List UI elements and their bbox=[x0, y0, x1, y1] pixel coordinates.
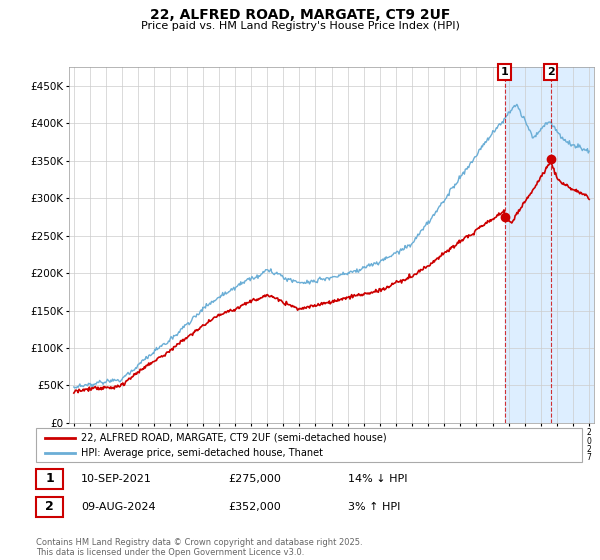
Text: Contains HM Land Registry data © Crown copyright and database right 2025.
This d: Contains HM Land Registry data © Crown c… bbox=[36, 538, 362, 557]
Text: HPI: Average price, semi-detached house, Thanet: HPI: Average price, semi-detached house,… bbox=[81, 447, 323, 458]
Text: 09-AUG-2024: 09-AUG-2024 bbox=[81, 502, 155, 512]
Text: 2: 2 bbox=[45, 500, 54, 514]
Text: 1: 1 bbox=[45, 472, 54, 486]
Text: 14% ↓ HPI: 14% ↓ HPI bbox=[348, 474, 407, 484]
Text: 10-SEP-2021: 10-SEP-2021 bbox=[81, 474, 152, 484]
Text: 22, ALFRED ROAD, MARGATE, CT9 2UF (semi-detached house): 22, ALFRED ROAD, MARGATE, CT9 2UF (semi-… bbox=[81, 433, 386, 443]
Text: 3% ↑ HPI: 3% ↑ HPI bbox=[348, 502, 400, 512]
Text: Price paid vs. HM Land Registry's House Price Index (HPI): Price paid vs. HM Land Registry's House … bbox=[140, 21, 460, 31]
Text: £352,000: £352,000 bbox=[228, 502, 281, 512]
Text: 1: 1 bbox=[501, 67, 508, 77]
Bar bbox=[505, 67, 600, 423]
Text: 22, ALFRED ROAD, MARGATE, CT9 2UF: 22, ALFRED ROAD, MARGATE, CT9 2UF bbox=[150, 8, 450, 22]
Text: £275,000: £275,000 bbox=[228, 474, 281, 484]
Text: 2: 2 bbox=[547, 67, 554, 77]
